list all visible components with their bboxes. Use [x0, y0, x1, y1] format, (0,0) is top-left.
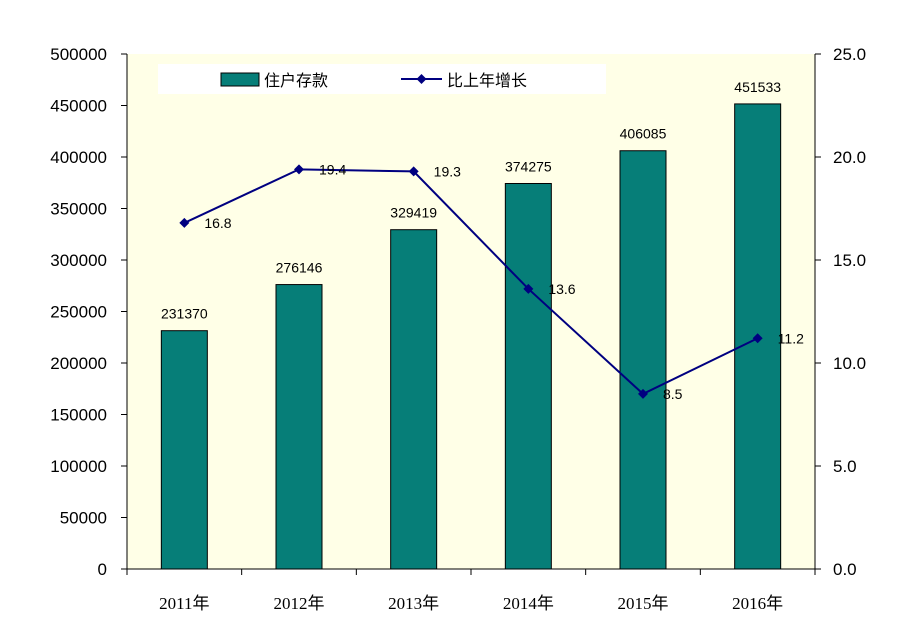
left-tick-label: 450000 [50, 97, 107, 116]
category-label: 2016年 [732, 594, 783, 613]
right-tick-label: 25.0 [833, 45, 866, 64]
bar-data-label: 374275 [505, 158, 552, 174]
bar [619, 150, 667, 570]
left-tick-label: 150000 [50, 406, 107, 425]
left-tick-label: 350000 [50, 200, 107, 219]
line-point [294, 164, 304, 175]
line-point [638, 388, 648, 399]
legend: 住户存款 比上年增长 [158, 64, 606, 94]
bar-data-label: 329419 [390, 205, 437, 221]
left-axis-ticks: 0 50000 100000 150000 200000 250000 300000 3500… [50, 45, 127, 579]
right-tick-label: 20.0 [833, 148, 866, 167]
line-data-label: 19.4 [319, 161, 346, 177]
left-tick-label: 0 [98, 560, 107, 579]
category-label: 2013年 [388, 594, 439, 613]
bar-data-label: 451533 [734, 79, 781, 95]
left-tick-label: 50000 [60, 509, 107, 528]
left-tick-label: 400000 [50, 148, 107, 167]
left-tick-label: 250000 [50, 303, 107, 322]
category-labels: 2011年 2012年 2013年 2014年 2015年 2016年 [159, 594, 783, 613]
bar [160, 330, 208, 570]
category-label: 2012年 [274, 594, 325, 613]
bar-data-label: 231370 [161, 306, 208, 322]
category-label: 2011年 [159, 594, 209, 613]
legend-label-bar: 住户存款 [264, 71, 328, 90]
line-data-label: 19.3 [434, 163, 461, 179]
line-point [752, 333, 763, 344]
bar-data-label: 406085 [620, 126, 667, 142]
bar [504, 182, 552, 570]
left-tick-label: 500000 [50, 45, 107, 64]
category-label: 2014年 [503, 594, 554, 613]
line-series: 16.8 19.4 19.3 13.6 8.5 11.2 [179, 161, 804, 402]
legend-diamond-marker [416, 74, 427, 84]
right-axis-ticks: 0.0 5.0 10.0 15.0 20.0 25.0 [815, 45, 866, 579]
bar [275, 284, 323, 570]
left-tick-label: 300000 [50, 251, 107, 270]
line-point [408, 166, 419, 177]
line-point [523, 283, 534, 294]
bar-series: 231370 276146 329419 374275 406085 451533 [160, 79, 781, 570]
category-label: 2015年 [618, 594, 669, 613]
right-tick-label: 15.0 [833, 251, 866, 270]
line-data-label: 16.8 [204, 215, 231, 231]
plot-area [127, 54, 815, 569]
left-tick-label: 200000 [50, 354, 107, 373]
right-tick-label: 10.0 [833, 354, 866, 373]
right-tick-label: 0.0 [833, 560, 857, 579]
bar [390, 229, 438, 570]
bar-data-label: 276146 [276, 260, 323, 276]
line-point [179, 217, 190, 228]
right-tick-label: 5.0 [833, 457, 857, 476]
legend-label-line: 比上年增长 [447, 71, 527, 90]
line-data-label: 11.2 [778, 330, 804, 346]
line-path [183, 168, 759, 396]
line-data-label: 13.6 [548, 281, 575, 297]
line-data-label: 8.5 [663, 386, 683, 402]
left-tick-label: 100000 [50, 457, 107, 476]
legend-bar-swatch [220, 72, 260, 87]
